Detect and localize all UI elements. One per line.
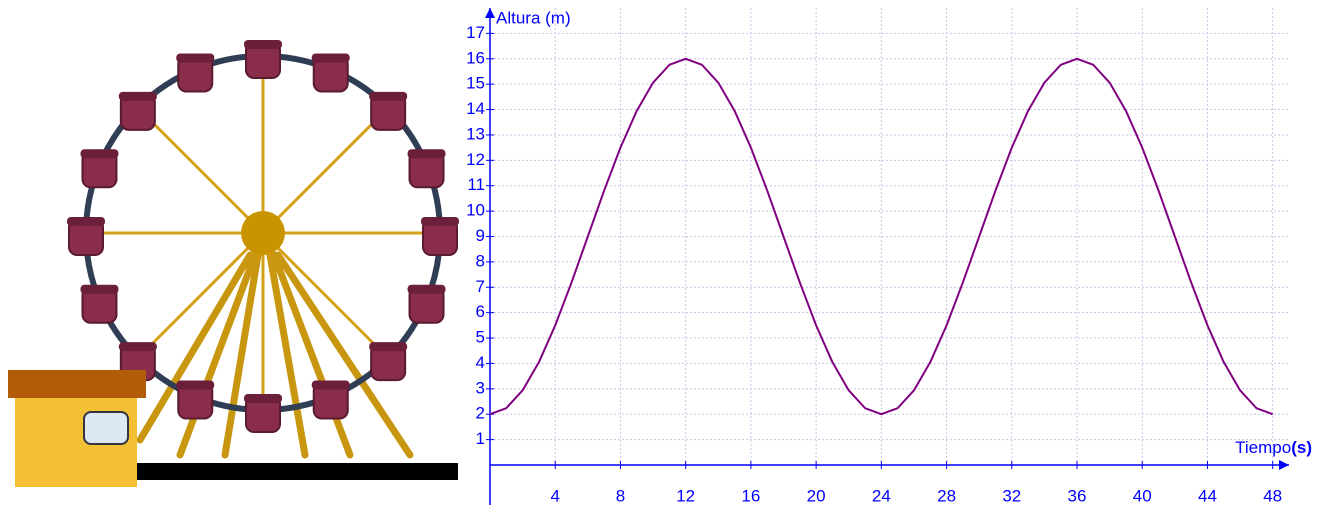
ferris-wheel — [8, 40, 459, 487]
gondola-roof — [369, 92, 407, 101]
gondola-roof — [421, 217, 459, 226]
y-tick-label: 17 — [466, 23, 485, 42]
x-tick-label: 16 — [741, 486, 760, 505]
x-tick-label: 32 — [1002, 486, 1021, 505]
x-tick-label: 40 — [1133, 486, 1152, 505]
y-tick-label: 13 — [466, 124, 485, 143]
y-axis-arrow — [485, 8, 495, 18]
gondola-roof — [408, 285, 446, 294]
y-tick-label: 16 — [466, 48, 485, 67]
gondola-roof — [80, 149, 118, 158]
x-tick-label: 44 — [1198, 486, 1217, 505]
x-tick-label: 48 — [1263, 486, 1282, 505]
y-tick-label: 10 — [466, 201, 485, 220]
x-tick-label: 36 — [1068, 486, 1087, 505]
y-tick-label: 7 — [476, 277, 485, 296]
y-tick-label: 2 — [476, 404, 485, 423]
x-axis-label-unit: (s) — [1291, 438, 1312, 457]
y-axis-label: Altura (m) — [496, 8, 571, 27]
gondola-roof — [80, 285, 118, 294]
y-tick-label: 3 — [476, 378, 485, 397]
x-axis-arrow — [1279, 460, 1289, 470]
booth-roof — [8, 370, 146, 398]
gondola-roof — [119, 342, 157, 351]
y-tick-label: 14 — [466, 99, 485, 118]
gondola-roof — [408, 149, 446, 158]
y-tick-label: 9 — [476, 226, 485, 245]
x-tick-label: 8 — [616, 486, 625, 505]
y-tick-label: 8 — [476, 251, 485, 270]
x-tick-label: 24 — [872, 486, 891, 505]
y-tick-label: 1 — [476, 429, 485, 448]
hub — [241, 211, 285, 255]
y-tick-label: 12 — [466, 150, 485, 169]
y-tick-label: 6 — [476, 302, 485, 321]
gondola-roof — [312, 53, 350, 62]
y-tick-label: 4 — [476, 353, 485, 372]
x-tick-label: 12 — [676, 486, 695, 505]
ground — [137, 463, 458, 480]
y-tick-label: 11 — [467, 175, 485, 194]
gondola-roof — [119, 92, 157, 101]
y-tick-label: 15 — [466, 74, 485, 93]
gondola-roof — [176, 381, 214, 390]
x-axis-label-text: Tiempo — [1235, 438, 1291, 457]
y-tick-label: 5 — [476, 328, 485, 347]
gondola-roof — [67, 217, 105, 226]
gondola-roof — [244, 394, 282, 403]
gondola-roof — [176, 53, 214, 62]
gondola-roof — [244, 40, 282, 49]
x-axis-label: Tiempo(s) — [1235, 438, 1312, 457]
x-tick-label: 4 — [550, 486, 559, 505]
gondola-roof — [369, 342, 407, 351]
booth-window — [84, 412, 128, 444]
gondola-roof — [312, 381, 350, 390]
x-tick-label: 20 — [807, 486, 826, 505]
x-tick-label: 28 — [937, 486, 956, 505]
page: 1234567891011121314151617481216202428323… — [0, 0, 1326, 507]
